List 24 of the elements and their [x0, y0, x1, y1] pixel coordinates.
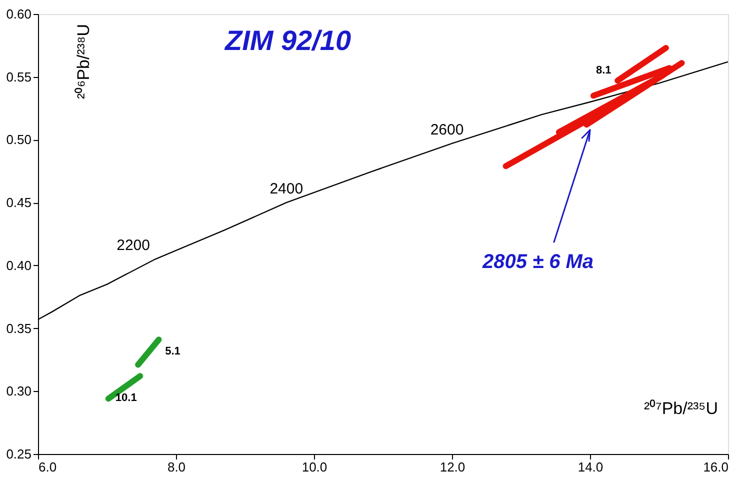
y-tick-label: 0.60	[6, 6, 32, 22]
annotation: 10.1	[115, 392, 137, 404]
y-axis-title: ²⁰⁶Pb/²³⁸U	[74, 24, 93, 99]
y-tick-label: 0.30	[6, 384, 32, 399]
annotation: 5.1	[165, 346, 180, 358]
x-tick-label: 14.0	[578, 460, 604, 474]
x-tick-label: 6.0	[38, 460, 57, 474]
x-axis-title: ²⁰⁷Pb/²³⁵U	[644, 399, 718, 418]
y-tick-label: 0.55	[6, 69, 32, 84]
annotation: 8.1	[596, 64, 612, 77]
annotation: 2600	[430, 121, 464, 138]
x-tick-label: 8.0	[167, 460, 186, 474]
chart-title: ZIM 92/10	[224, 25, 352, 56]
annotation: 2400	[270, 180, 304, 198]
y-tick-label: 0.25	[6, 446, 32, 462]
annotation: 2200	[116, 237, 150, 254]
x-tick-label: 16.0	[703, 460, 728, 474]
y-tick-label: 0.50	[6, 132, 32, 148]
x-tick-label: 10.0	[302, 460, 328, 474]
annotation: 2805 ± 6 Ma	[481, 251, 594, 273]
y-tick-label: 0.40	[6, 258, 32, 273]
y-tick-label: 0.45	[6, 195, 32, 210]
x-tick-label: 12.0	[440, 460, 466, 474]
y-tick-label: 0.35	[6, 320, 32, 336]
